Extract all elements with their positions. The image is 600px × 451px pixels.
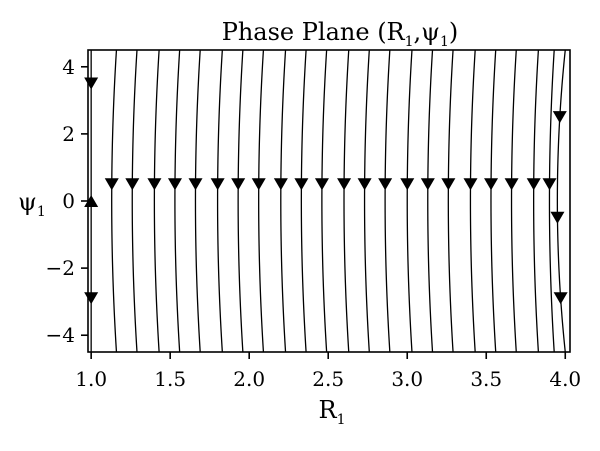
arrow-0-1 <box>84 195 99 207</box>
y-tick-label-4: −4 <box>46 323 75 347</box>
arrow-5-0 <box>188 178 203 191</box>
arrow-16-0 <box>420 178 435 191</box>
streamline-2 <box>131 49 138 353</box>
streamline-18 <box>469 49 476 353</box>
y-tick-label-3: −2 <box>46 256 75 280</box>
x-tick-label-2: 2.0 <box>233 367 265 391</box>
arrow-8-0 <box>251 178 266 191</box>
arrow-13-0 <box>357 178 372 191</box>
arrow-12-0 <box>337 178 352 191</box>
x-tick-label-0: 1.0 <box>75 367 107 391</box>
streamline-20 <box>510 49 517 353</box>
arrow-17-0 <box>441 178 456 191</box>
arrow-23-2 <box>553 292 568 305</box>
streamline-19 <box>490 49 497 353</box>
streamline-5 <box>194 49 201 353</box>
arrow-11-0 <box>314 178 329 191</box>
streamlines <box>90 49 566 353</box>
y-axis-label-main: ψ <box>18 188 37 216</box>
streamline-10 <box>300 49 307 353</box>
y-axis-ticks: 4 2 0 −2 −4 <box>46 55 88 347</box>
streamline-1 <box>111 49 118 353</box>
arrow-3-0 <box>147 178 162 191</box>
arrow-0-0 <box>84 77 99 90</box>
arrow-6-0 <box>210 178 225 191</box>
y-tick-label-0: 4 <box>62 55 75 79</box>
streamline-12 <box>343 49 350 353</box>
y-axis-label-sub: 1 <box>37 204 46 220</box>
x-tick-label-1: 1.5 <box>154 367 186 391</box>
arrow-4-0 <box>167 178 182 191</box>
x-tick-label-5: 3.5 <box>470 367 502 391</box>
arrow-9-0 <box>273 178 288 191</box>
arrow-22-0 <box>542 178 557 191</box>
chart-title-close: ) <box>449 18 458 46</box>
streamline-4 <box>174 49 181 353</box>
x-tick-label-4: 3.0 <box>391 367 423 391</box>
arrow-23-1 <box>550 211 565 224</box>
direction-arrows <box>84 77 568 305</box>
streamline-8 <box>258 49 265 353</box>
streamline-13 <box>363 49 370 353</box>
streamline-14 <box>384 49 391 353</box>
chart-title-sep: ,ψ <box>414 18 440 46</box>
plot-frame <box>87 49 571 353</box>
streamline-6 <box>216 49 223 353</box>
arrow-1-0 <box>104 178 119 191</box>
x-tick-label-6: 4.0 <box>549 367 581 391</box>
x-axis-label-sub: 1 <box>337 412 346 428</box>
arrow-15-0 <box>400 178 415 191</box>
arrow-10-0 <box>294 178 309 191</box>
arrow-18-0 <box>463 178 478 191</box>
streamline-23 <box>556 49 566 353</box>
streamline-15 <box>406 49 413 353</box>
arrow-21-0 <box>526 178 541 191</box>
x-axis-label: R1 <box>319 396 346 428</box>
arrow-2-0 <box>125 178 140 191</box>
x-axis-label-main: R <box>319 396 338 424</box>
chart-title-sub1: 1 <box>405 34 414 50</box>
y-tick-label-1: 2 <box>62 122 75 146</box>
arrow-0-2 <box>84 292 99 305</box>
arrow-19-0 <box>484 178 499 191</box>
arrow-14-0 <box>378 178 393 191</box>
x-tick-label-3: 2.5 <box>312 367 344 391</box>
streamline-16 <box>427 49 434 353</box>
chart-title-sub2: 1 <box>440 34 449 50</box>
arrow-23-0 <box>552 111 567 124</box>
chart-title-main: Phase Plane (R <box>222 18 406 46</box>
streamline-7 <box>237 49 244 353</box>
streamline-21 <box>532 49 540 353</box>
streamline-11 <box>321 49 328 353</box>
streamline-17 <box>447 49 454 353</box>
chart-title: Phase Plane (R1,ψ1) <box>222 18 459 50</box>
y-tick-label-2: 0 <box>62 189 75 213</box>
streamline-22 <box>548 49 555 353</box>
x-axis-ticks: 1.0 1.5 2.0 2.5 3.0 3.5 4.0 <box>75 352 581 391</box>
y-axis-label: ψ1 <box>18 188 46 220</box>
streamline-3 <box>153 49 160 353</box>
arrow-20-0 <box>504 178 519 191</box>
arrow-7-0 <box>231 178 246 191</box>
streamline-9 <box>280 49 287 353</box>
